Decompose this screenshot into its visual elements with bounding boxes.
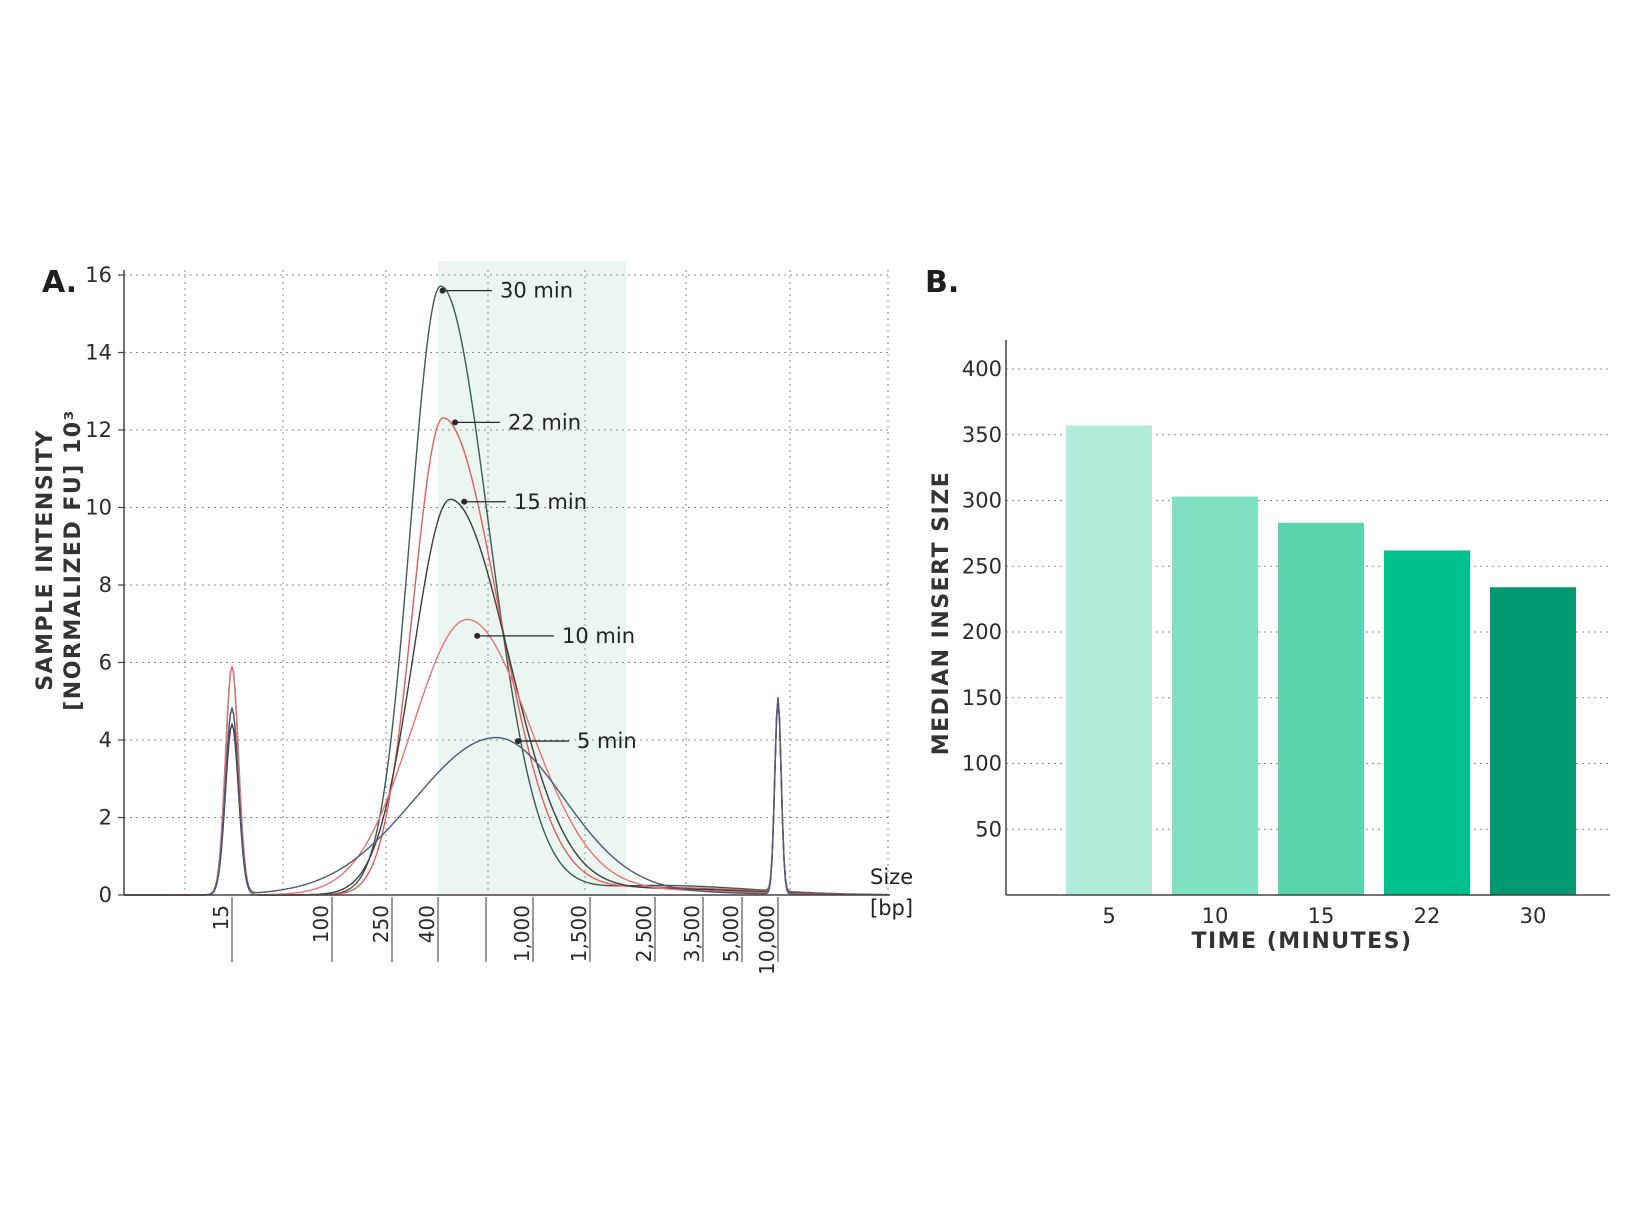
panel-a-y-ticks: 0 2 4 6 8 10 12 14 16 xyxy=(85,263,124,907)
panel-a-y-tick-label: 10 xyxy=(85,496,112,520)
panel-a-x-tick-label: 400 xyxy=(415,905,439,943)
panel-a-electropherogram: 0 2 4 6 8 10 12 14 16 15 100 250 400 1,000 1,500 2,500… xyxy=(33,261,913,975)
panel-a-y-tick-label: 14 xyxy=(85,341,112,365)
panel-b-y-ticks: 50 100 150 200 250 300 350 400 xyxy=(962,357,1002,841)
panel-a-label: A. xyxy=(42,265,77,300)
panel-a-x-tick-label: 5,000 xyxy=(719,905,743,962)
panel-a-curve-5-min xyxy=(124,700,889,896)
panel-b-label: B. xyxy=(925,265,959,300)
panel-b-bar-10 xyxy=(1172,496,1258,895)
panel-a-y-tick-label: 6 xyxy=(99,651,112,675)
panel-b-x-ticks: 5 10 15 22 30 xyxy=(1102,904,1546,928)
panel-a-x-tick-label: 100 xyxy=(309,905,333,943)
panel-a-gridlines xyxy=(124,270,890,895)
panel-b-x-axis-label: TIME (MINUTES) xyxy=(1191,929,1412,954)
panel-b-axes xyxy=(1005,340,1610,896)
panel-a-series-label: 22 min xyxy=(508,410,581,434)
panel-a-y-tick-label: 4 xyxy=(99,728,112,752)
panel-a-y-tick-label: 0 xyxy=(99,883,112,907)
panel-b-x-tick-label: 10 xyxy=(1202,904,1229,928)
panel-a-x-tick-label: 15 xyxy=(209,905,233,930)
panel-b-y-tick-label: 200 xyxy=(962,620,1002,644)
panel-b-y-tick-label: 300 xyxy=(962,489,1002,513)
panel-b-bars xyxy=(1066,425,1576,895)
panel-b-y-tick-label: 150 xyxy=(962,686,1002,710)
panel-a-x-ticks: 15 100 250 400 1,000 1,500 2,500 3,500 5,000 10,0… xyxy=(209,897,779,975)
panel-b-x-tick-label: 22 xyxy=(1414,904,1441,928)
panel-a-x-tick-label: 10,000 xyxy=(755,905,779,975)
panel-b-bar-chart: 50 100 150 200 250 300 350 400 5 10 15 22 30 B. MED… xyxy=(925,265,1610,954)
panel-a-series-label: 5 min xyxy=(577,729,637,753)
panel-b-bar-15 xyxy=(1278,522,1364,895)
size-selection-shaded-region xyxy=(438,261,627,895)
panel-a-y-tick-label: 16 xyxy=(85,263,112,287)
panel-a-y-tick-label: 8 xyxy=(99,573,112,597)
panel-b-x-tick-label: 15 xyxy=(1308,904,1335,928)
panel-a-y-axis-label-line2: [NORMALIZED FU] 10³ xyxy=(61,409,86,711)
panel-a-x-tick-label: 250 xyxy=(369,905,393,943)
panel-b-y-tick-label: 350 xyxy=(962,423,1002,447)
panel-a-y-axis-label-line1: SAMPLE INTENSITY xyxy=(33,429,58,691)
panel-a-x-tick-label: 1,000 xyxy=(510,905,534,962)
panel-b-y-tick-label: 100 xyxy=(962,752,1002,776)
panel-a-x-axis-label-line2: [bp] xyxy=(870,896,913,920)
panel-a-curves xyxy=(124,285,890,896)
panel-a-y-tick-label: 2 xyxy=(99,806,112,830)
panel-a-y-tick-label: 12 xyxy=(85,418,112,442)
panel-a-curve-10-min xyxy=(124,618,889,896)
panel-a-series-label: 15 min xyxy=(514,490,587,514)
panel-b-x-tick-label: 30 xyxy=(1520,904,1547,928)
panel-a-x-tick-label: 3,500 xyxy=(680,905,704,962)
panel-b-bar-30 xyxy=(1490,587,1576,895)
panel-a-series-label: 10 min xyxy=(562,624,635,648)
panel-b-x-tick-label: 5 xyxy=(1102,904,1115,928)
panel-b-y-axis-label: MEDIAN INSERT SIZE xyxy=(929,471,954,756)
panel-a-x-tick-label: 2,500 xyxy=(632,905,656,962)
panel-b-bar-5 xyxy=(1066,425,1152,895)
panel-a-series-label: 30 min xyxy=(500,279,573,303)
panel-a-x-tick-label: 1,500 xyxy=(567,905,591,962)
panel-a-x-axis-label-line1: Size xyxy=(870,865,913,889)
panel-a-axes xyxy=(123,270,890,896)
panel-b-y-tick-label: 50 xyxy=(975,817,1002,841)
panel-b-y-tick-label: 250 xyxy=(962,554,1002,578)
panel-b-bar-22 xyxy=(1384,550,1470,895)
panel-b-y-tick-label: 400 xyxy=(962,357,1002,381)
panel-a-annotations: 30 min 22 min 15 min 10 min 5 min xyxy=(439,279,637,753)
